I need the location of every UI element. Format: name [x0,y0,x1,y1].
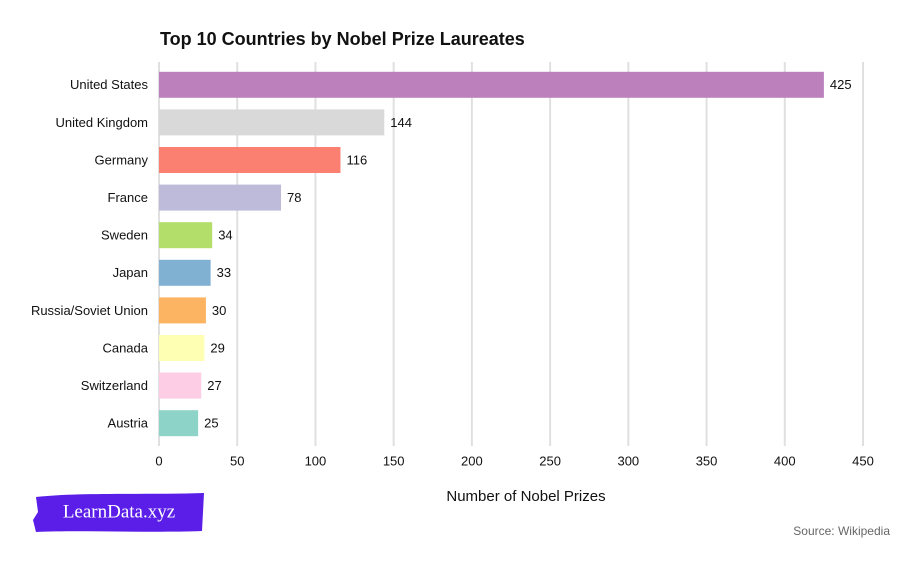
value-label: 34 [218,228,232,243]
value-label: 144 [390,115,412,130]
logo-text: LearnData.xyz [63,501,175,522]
y-tick-label: United States [70,77,149,92]
x-tick-label: 150 [383,453,405,468]
bar [159,222,213,249]
source: Source: Wikipedia [793,524,890,538]
chart-title: Top 10 Countries by Nobel Prize Laureate… [160,29,525,49]
y-tick-label: Switzerland [81,378,148,393]
y-tick-label: Canada [102,340,148,355]
y-tick-label: Austria [108,416,149,431]
y-tick-label: United Kingdom [56,115,149,130]
y-tick-label: Japan [113,265,148,280]
x-tick-label: 250 [539,453,561,468]
x-tick-label: 0 [155,453,162,468]
value-label: 78 [287,190,301,205]
bar [159,410,199,437]
bar [159,109,385,136]
bar [159,259,211,286]
bar [159,297,206,324]
value-label: 29 [210,340,224,355]
y-tick-label: Russia/Soviet Union [31,303,148,318]
bar [159,147,341,173]
bar [159,335,205,361]
value-label: 33 [217,265,231,280]
x-tick-label: 300 [617,453,639,468]
x-tick-label: 50 [230,453,244,468]
x-axis-label: Number of Nobel Prizes [446,488,605,505]
x-tick-label: 100 [305,453,327,468]
x-tick-label: 450 [852,453,874,468]
value-label: 27 [207,378,221,393]
value-label: 116 [346,152,367,167]
x-tick-label: 400 [774,453,796,468]
value-label: 425 [830,77,852,92]
y-tick-label: Sweden [101,228,148,243]
x-tick-label: 200 [461,453,483,468]
logo-brush [33,493,204,532]
value-label: 25 [204,416,218,431]
y-tick-label: Germany [95,152,149,167]
x-tick-label: 350 [696,453,718,468]
bar [159,184,282,211]
bar [159,372,202,399]
y-tick-label: France [108,190,148,205]
bar [159,71,824,98]
value-label: 30 [212,303,226,318]
